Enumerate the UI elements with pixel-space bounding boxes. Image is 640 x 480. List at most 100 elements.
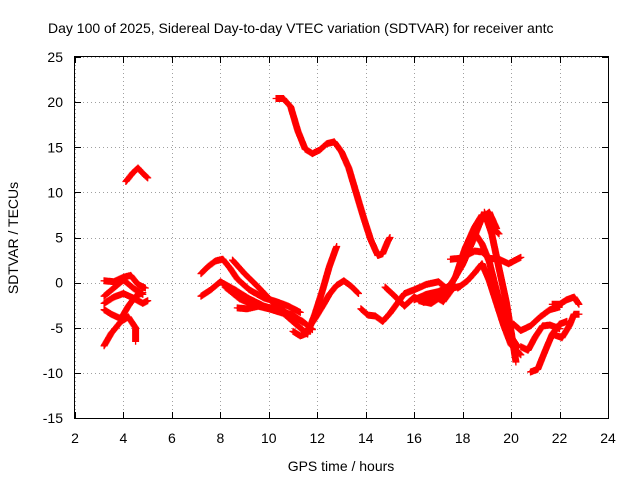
- data-point: [282, 311, 285, 314]
- data-point: [442, 300, 445, 303]
- series-t14: [272, 95, 394, 259]
- data-point: [561, 336, 563, 339]
- data-point: [534, 336, 537, 338]
- data-point: [481, 243, 483, 245]
- chart-title: Day 100 of 2025, Sidereal Day-to-day VTE…: [48, 20, 554, 36]
- x-tick-label: 10: [261, 430, 277, 446]
- data-point: [289, 105, 292, 108]
- x-tick-label: 14: [358, 430, 374, 446]
- data-series: [100, 95, 583, 376]
- data-point: [113, 287, 115, 289]
- data-point: [328, 265, 331, 268]
- series-t15: [357, 278, 454, 325]
- data-point: [292, 330, 294, 333]
- data-point: [333, 141, 336, 143]
- data-point: [474, 232, 476, 234]
- data-point: [321, 306, 323, 308]
- y-tick-label: -15: [43, 410, 63, 426]
- y-tick-label: 5: [55, 230, 63, 246]
- data-point: [437, 290, 440, 293]
- series-t27: [551, 310, 583, 342]
- data-point: [394, 295, 396, 298]
- data-point: [464, 247, 466, 250]
- data-point: [144, 287, 147, 289]
- axis-ticks: [75, 57, 609, 419]
- data-point: [384, 286, 386, 288]
- data-point: [103, 302, 105, 305]
- data-point: [498, 267, 500, 270]
- data-point: [297, 325, 299, 327]
- data-point: [425, 293, 428, 296]
- series-t6: [122, 164, 152, 185]
- y-tick-label: -10: [43, 365, 63, 381]
- data-point: [103, 295, 105, 298]
- series-t11: [233, 302, 299, 322]
- data-point: [386, 241, 389, 243]
- data-point: [287, 305, 290, 307]
- data-point: [515, 361, 517, 363]
- y-tick-labels: 25 20 15 10 5 0 -5 -10 -15: [43, 49, 63, 426]
- data-point: [520, 354, 522, 356]
- data-point: [335, 284, 338, 287]
- data-point: [103, 308, 105, 311]
- data-point: [495, 289, 498, 292]
- data-point: [367, 314, 369, 316]
- data-point: [430, 302, 432, 305]
- x-tick-label: 18: [455, 430, 471, 446]
- data-point: [539, 316, 541, 318]
- data-point: [297, 130, 299, 132]
- x-tick-label: 6: [168, 430, 176, 446]
- data-point: [454, 276, 457, 279]
- data-point: [142, 302, 144, 305]
- data-point: [529, 371, 532, 373]
- data-point: [529, 325, 532, 327]
- data-point: [146, 177, 149, 179]
- series-t5: [100, 313, 140, 350]
- y-tick-label: 15: [47, 139, 63, 155]
- data-point: [122, 279, 125, 281]
- data-point: [328, 293, 331, 296]
- data-point: [578, 313, 580, 316]
- x-axis-label: GPS time / hours: [288, 458, 395, 474]
- data-point: [134, 340, 137, 343]
- data-point: [403, 292, 406, 295]
- y-tick-label: 0: [55, 275, 63, 291]
- data-point: [132, 171, 134, 174]
- data-point: [306, 328, 309, 331]
- data-point: [236, 307, 239, 309]
- data-point: [236, 278, 239, 280]
- data-point: [282, 97, 285, 100]
- data-point: [113, 296, 115, 298]
- data-point: [248, 289, 251, 291]
- data-point: [362, 215, 365, 218]
- data-point: [125, 180, 127, 183]
- data-point: [127, 305, 130, 307]
- data-point: [381, 252, 384, 255]
- data-point: [129, 274, 132, 277]
- data-point: [490, 233, 493, 235]
- data-point: [389, 312, 391, 315]
- x-tick-label: 20: [503, 430, 519, 446]
- data-point: [573, 313, 575, 316]
- data-point: [403, 305, 406, 307]
- data-point: [209, 289, 212, 291]
- data-point: [488, 211, 491, 213]
- data-point: [474, 250, 476, 252]
- data-point: [222, 258, 224, 261]
- data-point: [238, 298, 241, 300]
- data-point: [357, 292, 360, 295]
- data-point: [103, 280, 105, 282]
- y-axis-label: SDTVAR / TECUs: [5, 182, 21, 294]
- data-point: [207, 265, 210, 268]
- series-t22: [480, 208, 520, 366]
- y-tick-label: 20: [47, 94, 63, 110]
- data-point: [520, 329, 522, 332]
- data-point: [377, 254, 379, 257]
- y-tick-label: 25: [47, 49, 63, 65]
- x-tick-label: 4: [120, 430, 128, 446]
- data-point: [270, 307, 273, 309]
- data-point: [132, 287, 134, 289]
- data-point: [258, 305, 260, 307]
- data-point: [536, 368, 539, 371]
